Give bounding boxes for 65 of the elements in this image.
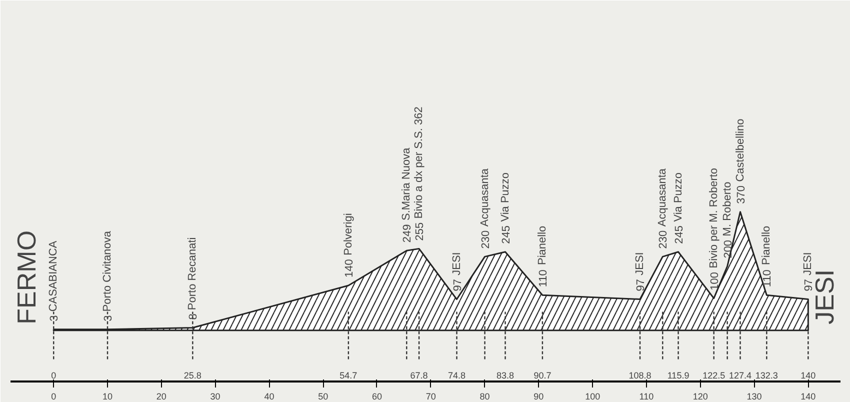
annotation: Acquasanta [478,168,491,227]
ref-line-label: 67.8 [410,370,428,380]
x-tick-label: 90 [534,392,544,402]
data-label: 3 [48,315,61,322]
annotation: S.Maria Nuova [400,146,413,221]
data-label: 140 [343,259,356,278]
ref-line-label: 122.5 [702,370,726,380]
data-label: 230 [480,230,492,249]
x-tick-label: 60 [372,392,382,402]
annotation: JESI [634,252,646,276]
data-label: 200 [722,240,734,258]
annotation: Acquasanta [656,168,669,227]
x-tick-label: 110 [639,392,654,402]
x-tick-label: 30 [210,392,220,402]
data-label: 3 [102,315,115,322]
data-label: 370 [735,186,748,204]
x-tick-label: 70 [426,392,436,402]
annotation: FERMO [12,230,42,324]
data-label: 110 [762,270,774,288]
ref-line-label: 54.7 [340,370,358,380]
annotation: JESI [802,252,814,276]
x-tick-label: 50 [318,392,328,402]
ref-line-label: 25.8 [184,370,202,380]
x-tick-label: 0 [51,392,56,402]
annotation: Porto Civitanova [102,230,114,312]
x-tick-label: 130 [746,392,762,402]
data-label: 230 [658,230,670,249]
ref-line-label: 90.7 [534,370,552,380]
x-tick-label: 120 [692,392,708,402]
x-tick-label: 10 [102,392,113,402]
data-label: 249 [402,224,414,243]
data-label: 245 [673,226,686,244]
annotation: Bivio per M. Roberto [708,168,720,268]
data-label: 97 [452,279,464,292]
annotation: Via Puzzo [672,172,684,222]
data-label: 100 [708,272,721,290]
x-tick-label: 140 [800,392,816,402]
annotation: Castelbellino [734,118,746,182]
ref-line-label: 108.8 [628,370,652,380]
x-tick-label: 100 [585,392,600,402]
ref-line-label: 83.8 [496,370,514,380]
data-label: 8 [188,314,200,320]
annotation: Pianello [760,226,773,266]
annotation: Porto Recanati [186,237,199,310]
annotation: JESI [450,252,463,276]
annotation: CASABIANCA [48,240,60,312]
ref-line-label: 115.9 [667,370,690,380]
x-tick-label: 40 [264,392,274,402]
data-label: 255 [414,222,426,241]
annotation: M. Roberto [721,182,734,236]
data-label: 245 [500,226,512,244]
annotation: Via Puzzo [499,172,512,222]
ref-line-label: 132.3 [755,370,778,380]
ref-line-label: 0 [51,370,56,380]
ref-line-label: 140 [800,370,816,380]
annotation: Pianello [536,226,548,266]
ref-line-label: 74.8 [448,370,466,380]
x-tick-label: 80 [480,392,490,402]
ref-line-label: 127.4 [728,370,752,380]
data-label: 97 [635,279,648,292]
data-label: 97 [803,279,816,292]
x-tick-label: 20 [156,392,166,402]
annotation: Polverigi [342,213,354,256]
annotation: Bivio a dx per S.S. 362 [413,106,426,219]
data-label: 110 [537,270,550,288]
